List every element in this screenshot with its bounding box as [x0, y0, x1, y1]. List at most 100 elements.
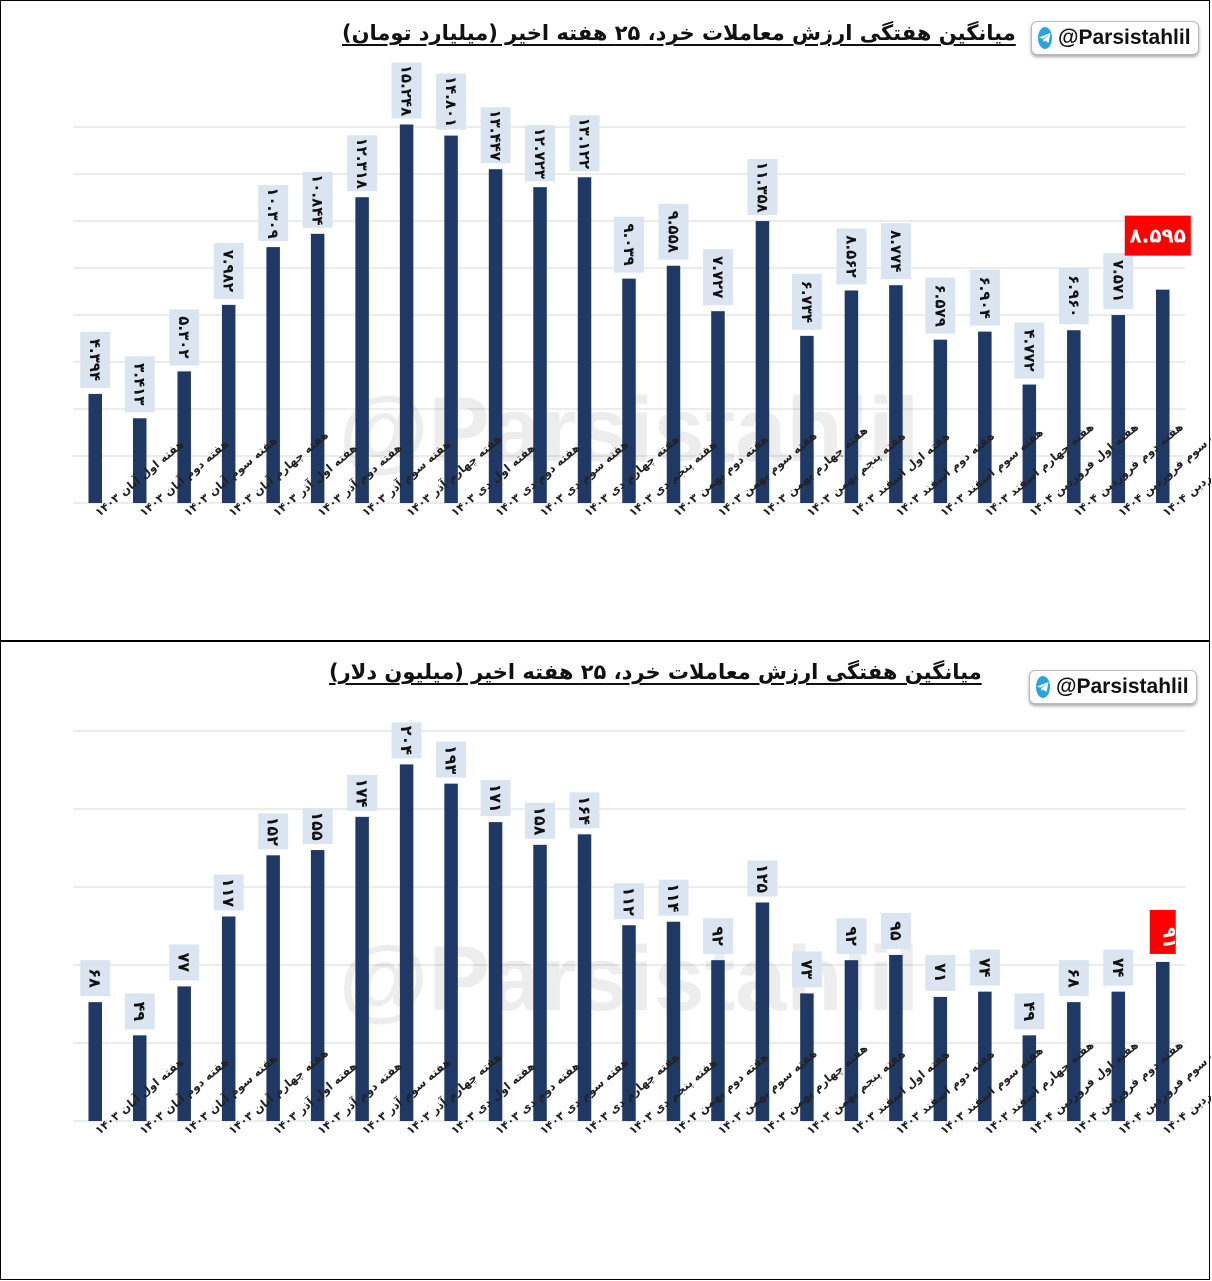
bar: [88, 1002, 102, 1121]
value-label: ۵.۳۰۲: [169, 309, 200, 366]
label-text: ۴.۳۹۴: [86, 339, 104, 381]
label-text: ۷.۵۷۱: [1109, 260, 1127, 302]
label-text: ۱۱.۳۵۸: [753, 161, 771, 212]
value-label: ۱۰.۸۴۴: [302, 171, 333, 228]
label-text: ۹.۰۳۹: [620, 223, 638, 265]
bar: [800, 335, 814, 503]
bar: [1022, 1035, 1037, 1121]
label-box: [1058, 960, 1089, 997]
label-text: ۹۲: [842, 926, 861, 946]
value-label: ۶۸: [80, 960, 111, 997]
label-text: ۸.۷۷۴: [887, 230, 905, 272]
handle-text: @Parsistahlil: [1058, 26, 1191, 49]
bar: [1111, 315, 1126, 503]
label-text: ۷.۹۸۲: [220, 250, 238, 292]
telegram-handle-badge[interactable]: @Parsistahlil: [1029, 670, 1197, 704]
bar: [1156, 961, 1170, 1121]
bars: [88, 764, 1170, 1121]
label-text: ۴.۷۷۲: [1020, 329, 1038, 371]
label-box: [525, 125, 556, 182]
highlight-value: ۹۱: [1158, 927, 1179, 949]
label-text: ۹۵: [886, 921, 905, 941]
bar: [488, 169, 503, 503]
value-label: ۱۱.۳۵۸: [747, 159, 778, 216]
bars: [88, 124, 1170, 504]
value-label: ۱۴.۸۰۱: [436, 73, 467, 130]
label-box: [124, 356, 155, 413]
label-box: [658, 879, 689, 916]
value-label: ۱۷۴: [347, 774, 378, 811]
label-box: [747, 860, 778, 897]
label-box: [614, 883, 644, 920]
value-label: ۸.۵۹۵: [1124, 215, 1191, 256]
label-text: ۷۷: [175, 953, 194, 973]
value-label: ۴.۳۹۴: [80, 331, 111, 388]
value-label: ۷۳: [791, 951, 822, 988]
label-text: ۷۱: [931, 963, 950, 983]
highlight-box: [1124, 215, 1191, 256]
value-label: ۴.۷۷۲: [1014, 322, 1045, 379]
label-box: [880, 912, 911, 949]
label-box: [436, 73, 467, 130]
label-box: [969, 269, 1000, 326]
label-text: ۲۰۴: [397, 726, 416, 756]
value-label: ۶.۷۳۴: [791, 273, 822, 330]
value-label: ۱۵۵: [302, 808, 333, 845]
label-box: [213, 874, 244, 911]
chart-panel-dollar: میانگین هفتگی ارزش معاملات خرد، ۲۵ هفته …: [0, 641, 1211, 1280]
bar: [666, 265, 681, 503]
label-box: [258, 185, 289, 242]
value-label: ۶.۵۷۹: [925, 277, 956, 334]
label-box: [569, 115, 600, 172]
value-label: ۶.۹۰۴: [969, 269, 1000, 326]
label-box: [791, 951, 822, 988]
label-box: [169, 944, 200, 981]
value-label: ۲۰۴: [391, 722, 422, 759]
label-text: ۱۱۲: [620, 887, 639, 917]
bar: [844, 290, 859, 503]
label-box: [925, 277, 956, 334]
label-box: [169, 309, 200, 366]
value-label: ۱۱۲: [614, 883, 644, 920]
bar: [755, 902, 770, 1121]
bar: [577, 834, 592, 1121]
label-text: ۱۵۵: [308, 811, 327, 841]
label-text: ۱۷۱: [486, 783, 505, 812]
label-text: ۱۲.۷۲۳: [531, 127, 549, 178]
value-label: ۱۳.۴۴۷: [480, 107, 511, 164]
label-text: ۱۵۲: [264, 817, 283, 847]
value-label: ۱۲.۳۱۸: [347, 135, 378, 192]
value-label: ۷۴: [969, 949, 1000, 986]
label-box: [213, 242, 244, 299]
label-box: [258, 813, 289, 850]
label-box: [791, 273, 822, 330]
bar: [533, 844, 547, 1121]
value-label: ۹۲: [702, 918, 733, 955]
telegram-handle-badge[interactable]: @Parsistahlil: [1031, 21, 1199, 55]
value-label: ۹.۰۳۹: [614, 216, 644, 273]
bar: [355, 197, 369, 504]
bar: [711, 960, 725, 1121]
value-label: ۷۴: [1103, 949, 1134, 986]
value-label: ۱۵.۲۴۸: [391, 62, 422, 119]
telegram-icon: [1036, 676, 1050, 698]
label-text: ۶.۹۶۰: [1065, 275, 1083, 317]
telegram-icon: [1038, 27, 1052, 49]
bar: [844, 960, 859, 1121]
label-text: ۶.۹۰۴: [976, 276, 994, 318]
bar: [933, 339, 948, 503]
label-text: ۶۸: [1064, 968, 1083, 988]
bar: [355, 816, 369, 1121]
bar: [399, 124, 414, 504]
bar: [177, 986, 191, 1121]
label-box: [658, 203, 689, 260]
label-text: ۱۳.۴۴۷: [487, 109, 505, 160]
value-label: ۱۹۳: [436, 741, 467, 778]
label-text: ۱۵.۲۴۸: [398, 65, 416, 116]
value-label: ۴۹: [124, 993, 155, 1030]
bar: [1067, 1002, 1081, 1121]
label-box: [1103, 253, 1134, 310]
label-text: ۴۹: [130, 1002, 149, 1022]
label-text: ۶.۵۷۹: [931, 285, 949, 327]
